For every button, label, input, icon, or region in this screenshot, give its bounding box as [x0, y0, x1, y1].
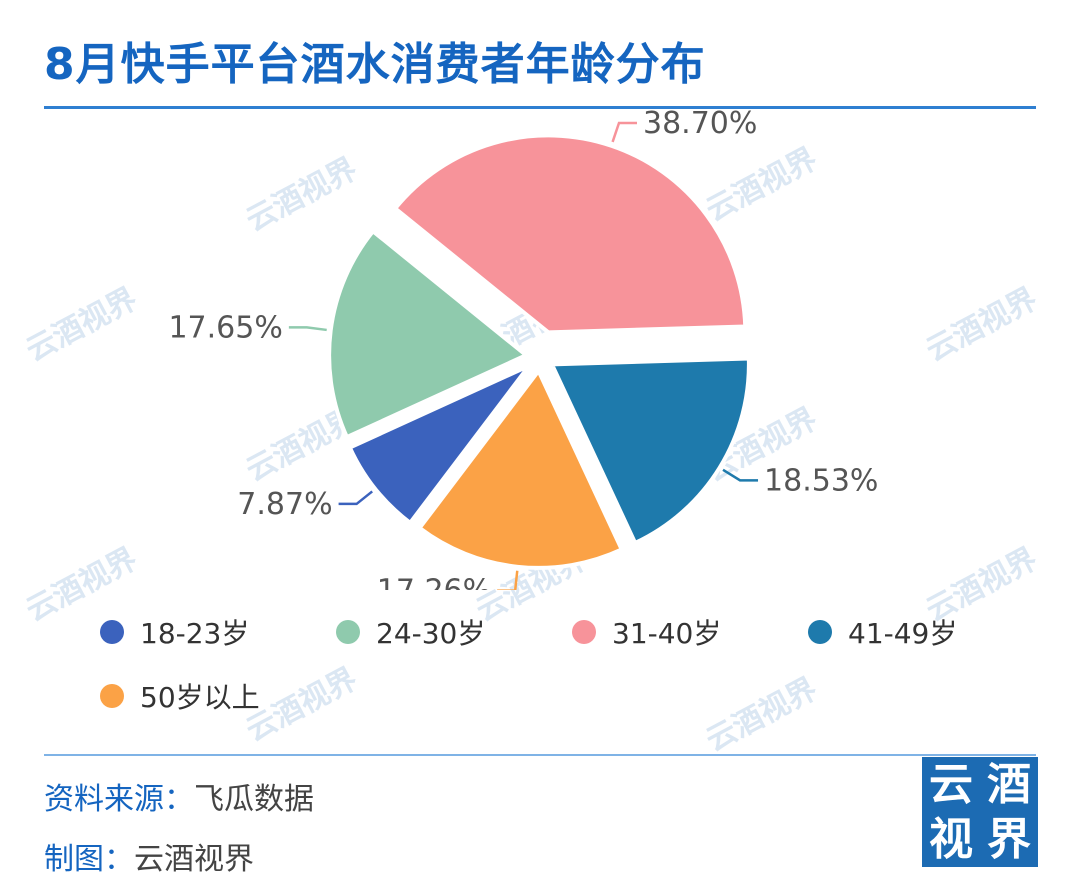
legend-item[interactable]: 24-30岁 [336, 612, 485, 652]
logo-char: 酒 [987, 759, 1031, 810]
pie-slice[interactable] [327, 228, 530, 440]
legend-label: 41-49岁 [848, 617, 958, 650]
leader-line [338, 490, 373, 506]
data-label: 17.26% [377, 574, 491, 590]
legend-label: 50岁以上 [140, 681, 260, 714]
data-label: 7.87% [237, 487, 332, 522]
footer-divider [44, 754, 1036, 756]
data-label: 38.70% [643, 110, 757, 141]
data-label: 17.65% [168, 310, 282, 345]
pie-slice[interactable] [548, 356, 751, 546]
pie-slice[interactable] [347, 363, 531, 526]
legend-item[interactable]: 50岁以上 [100, 676, 260, 716]
legend-item[interactable]: 18-23岁 [100, 612, 249, 652]
leader-line [288, 326, 327, 332]
leader-line [497, 570, 519, 590]
pie-chart: 7.87% 17.65% 38.70% 18.53% 17.26% [168, 110, 878, 590]
legend-label: 31-40岁 [612, 617, 722, 650]
pie-slice[interactable] [416, 367, 625, 570]
legend-item[interactable]: 41-49岁 [808, 612, 957, 652]
legend-label: 24-30岁 [376, 617, 486, 650]
chart-title: 8月快手平台酒水消费者年龄分布 [44, 39, 706, 90]
logo-char: 云 [929, 759, 973, 810]
leader-line [611, 121, 637, 143]
maker-value: 云酒视界 [134, 842, 254, 877]
title-divider [44, 106, 1036, 109]
maker-line: 制图：云酒视界 [44, 834, 254, 878]
maker-label: 制图： [44, 842, 134, 877]
logo-char: 界 [987, 814, 1031, 865]
legend-dot [572, 620, 596, 644]
logo-char: 视 [929, 814, 973, 865]
watermark: 云酒视界 [700, 671, 823, 759]
leader-line [722, 468, 759, 482]
source-value: 飞瓜数据 [194, 782, 314, 817]
legend-dot [100, 684, 124, 708]
source-label: 资料来源： [44, 782, 194, 817]
legend-dot [336, 620, 360, 644]
data-label: 18.53% [764, 463, 878, 498]
pie-slice[interactable] [392, 133, 748, 335]
legend-label: 18-23岁 [140, 617, 250, 650]
source-line: 资料来源：飞瓜数据 [44, 774, 314, 818]
legend-dot [100, 620, 124, 644]
brand-logo: 云 酒 视 界 [922, 757, 1038, 867]
legend-dot [808, 620, 832, 644]
legend-item[interactable]: 31-40岁 [572, 612, 721, 652]
